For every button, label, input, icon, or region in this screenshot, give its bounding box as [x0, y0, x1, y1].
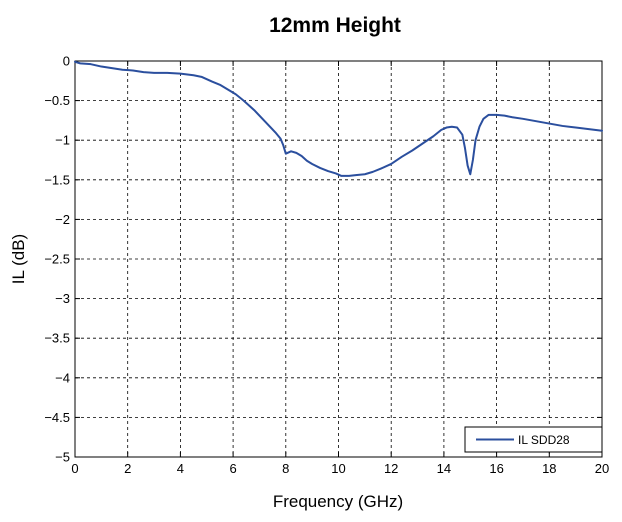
y-tick-label: −3 [55, 291, 70, 306]
y-tick-label: −4.5 [44, 410, 70, 425]
y-tick-label: −2.5 [44, 252, 70, 267]
series-line-il-sdd28 [74, 60, 603, 177]
y-tick-label: −5 [55, 450, 70, 465]
x-tick-label: 6 [229, 461, 236, 476]
x-tick-label: 10 [331, 461, 345, 476]
y-tick-labels: 0 −0.5 −1 −1.5 −2 −2.5 −3 −3.5 −4 −4.5 −5 [44, 54, 70, 465]
grid [75, 61, 602, 457]
x-tick-labels: 0 2 4 6 8 10 12 14 16 18 20 [71, 461, 609, 476]
x-tick-label: 8 [282, 461, 289, 476]
chart-title: 12mm Height [269, 14, 401, 37]
y-tick-label: −4 [55, 370, 70, 385]
tick-marks [74, 60, 603, 458]
y-tick-label: −1.5 [44, 172, 70, 187]
y-tick-label: −0.5 [44, 93, 70, 108]
y-tick-label: −1 [55, 133, 70, 148]
x-tick-label: 2 [124, 461, 131, 476]
x-tick-label: 20 [595, 461, 609, 476]
y-axis-label: IL (dB) [9, 234, 28, 284]
x-tick-label: 4 [177, 461, 184, 476]
series-layer [74, 60, 603, 177]
x-axis-label: Frequency (GHz) [273, 492, 403, 511]
y-tick-label: −3.5 [44, 331, 70, 346]
legend: IL SDD28 [464, 426, 603, 453]
legend-label-il-sdd28: IL SDD28 [518, 433, 570, 447]
y-tick-label: 0 [63, 54, 70, 69]
x-tick-label: 18 [542, 461, 556, 476]
x-tick-label: 16 [489, 461, 503, 476]
x-tick-label: 12 [384, 461, 398, 476]
y-tick-label: −2 [55, 212, 70, 227]
x-tick-label: 0 [71, 461, 78, 476]
x-tick-label: 14 [437, 461, 451, 476]
